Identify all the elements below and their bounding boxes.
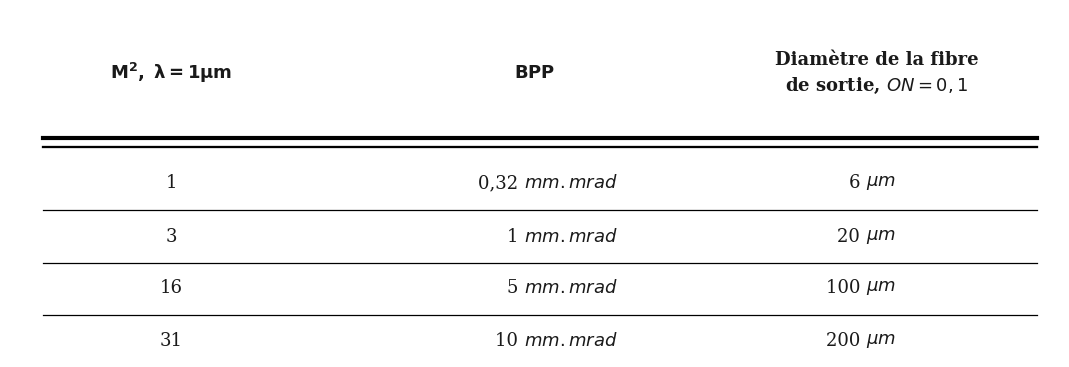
- Text: 1: 1: [166, 174, 176, 193]
- Text: 200: 200: [825, 332, 866, 350]
- Text: $\mathbf{BPP}$: $\mathbf{BPP}$: [514, 64, 555, 83]
- Text: $\mathbf{M}^{\mathbf{2}}$$\mathbf{,\ \lambda = 1\mu m}$: $\mathbf{M}^{\mathbf{2}}$$\mathbf{,\ \la…: [110, 61, 232, 86]
- Text: $\mathit{mm.mrad}$: $\mathit{mm.mrad}$: [524, 174, 618, 193]
- Text: 31: 31: [159, 332, 183, 350]
- Text: 5: 5: [507, 279, 524, 297]
- Text: 3: 3: [166, 228, 176, 246]
- Text: 0,32: 0,32: [478, 174, 524, 193]
- Text: $\mathit{mm.mrad}$: $\mathit{mm.mrad}$: [524, 332, 618, 350]
- Text: $\mathit{mm.mrad}$: $\mathit{mm.mrad}$: [524, 279, 618, 297]
- Text: $\mathit{mm.mrad}$: $\mathit{mm.mrad}$: [524, 228, 618, 246]
- Text: 6: 6: [849, 174, 866, 193]
- Text: 10: 10: [495, 332, 524, 350]
- Text: $\mathit{\mu m}$: $\mathit{\mu m}$: [866, 174, 896, 193]
- Text: 1: 1: [507, 228, 524, 246]
- Text: Diamètre de la fibre
de sortie, $\mathit{ON}=0,1$: Diamètre de la fibre de sortie, $\mathit…: [775, 51, 978, 96]
- Text: 16: 16: [159, 279, 183, 297]
- Text: $\mathit{\mu m}$: $\mathit{\mu m}$: [866, 279, 896, 297]
- Text: 100: 100: [825, 279, 866, 297]
- Text: 20: 20: [837, 228, 866, 246]
- Text: $\mathit{\mu m}$: $\mathit{\mu m}$: [866, 332, 896, 350]
- Text: $\mathit{\mu m}$: $\mathit{\mu m}$: [866, 228, 896, 246]
